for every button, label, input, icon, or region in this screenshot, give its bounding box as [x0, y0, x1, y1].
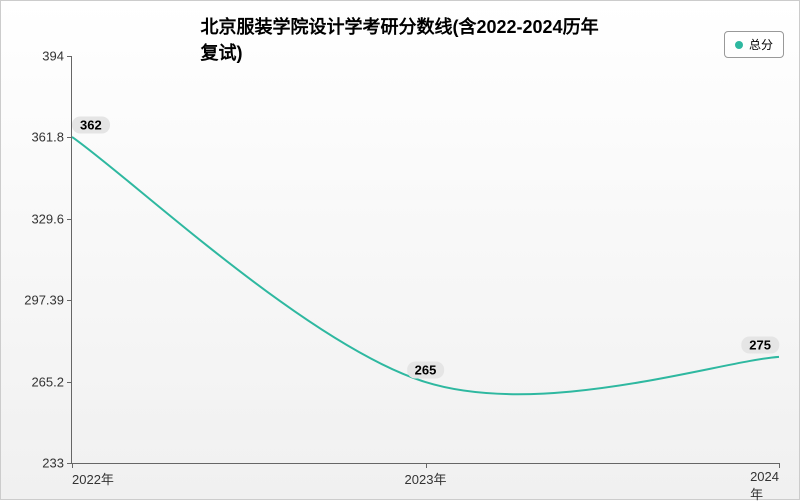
legend-label: 总分	[749, 36, 773, 53]
y-tick-mark	[67, 300, 72, 301]
y-tick-label: 297.39	[24, 293, 72, 308]
legend: 总分	[724, 31, 784, 58]
line-path-svg	[72, 56, 779, 463]
series-line	[72, 137, 779, 394]
x-tick-label: 2022年	[72, 463, 114, 488]
y-tick-mark	[67, 219, 72, 220]
x-tick-mark	[72, 463, 73, 468]
data-label: 362	[72, 116, 110, 133]
y-tick-label: 265.2	[31, 374, 72, 389]
data-label: 265	[407, 361, 445, 378]
plot-area: 233265.2297.39329.6361.83942022年2023年202…	[71, 56, 779, 464]
y-tick-mark	[67, 56, 72, 57]
x-tick-label: 2024年	[750, 463, 779, 503]
y-tick-label: 329.6	[31, 211, 72, 226]
data-label: 275	[741, 336, 779, 353]
x-tick-mark	[779, 463, 780, 468]
legend-marker	[735, 41, 743, 49]
chart-container: 北京服装学院设计学考研分数线(含2022-2024历年复试) 总分 233265…	[0, 0, 800, 500]
y-tick-mark	[67, 382, 72, 383]
y-tick-mark	[67, 137, 72, 138]
y-tick-label: 361.8	[31, 130, 72, 145]
x-tick-mark	[426, 463, 427, 468]
